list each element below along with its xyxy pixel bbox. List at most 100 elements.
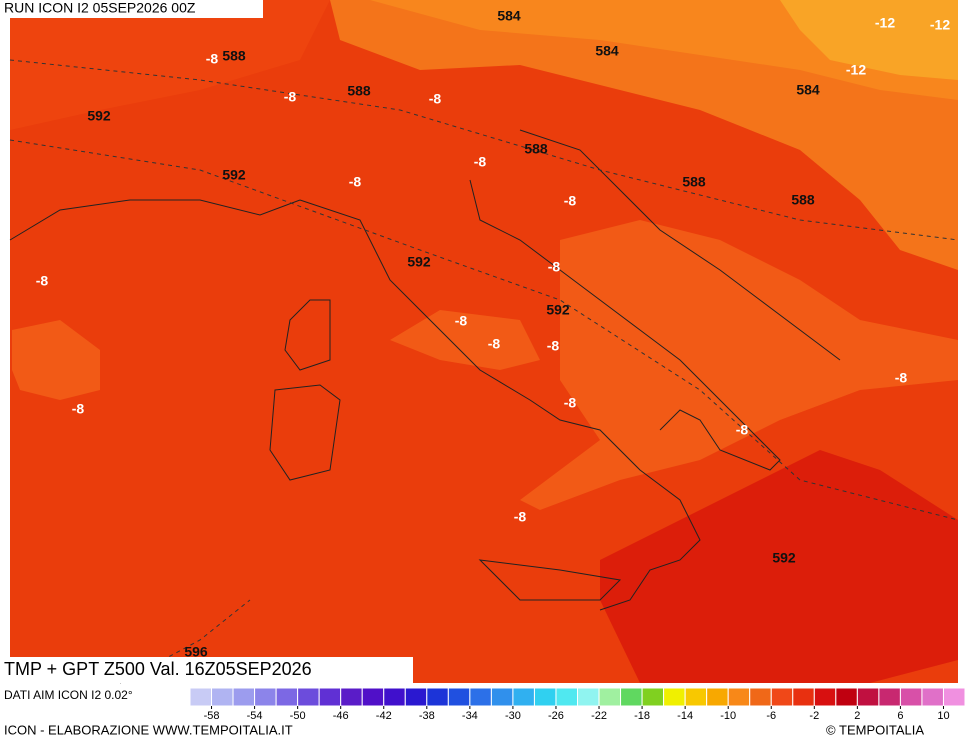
colorbar-swatch bbox=[706, 687, 729, 707]
contour-label: 588 bbox=[222, 48, 246, 64]
contour-label: 588 bbox=[347, 83, 371, 99]
contour-label: 596 bbox=[184, 644, 208, 660]
contour-label: -8 bbox=[895, 370, 908, 386]
colorbar-swatch bbox=[383, 687, 406, 707]
coastlines bbox=[9, 129, 841, 611]
zone bbox=[390, 310, 540, 370]
colorbar-tick-label: -38 bbox=[419, 710, 435, 722]
colorbar-tick-label: -50 bbox=[290, 710, 306, 722]
colorbar-tick-label: -46 bbox=[333, 710, 349, 722]
contour-label: -8 bbox=[564, 395, 577, 411]
colorbar-swatch bbox=[211, 687, 234, 707]
colorbar-swatch bbox=[318, 687, 342, 707]
colorbar-swatch bbox=[512, 687, 535, 707]
run-label: RUN ICON I2 05SEP2026 00Z bbox=[4, 0, 196, 16]
colorbar-swatch bbox=[447, 687, 471, 707]
contour-label: 592 bbox=[222, 167, 246, 183]
colorbar-swatch bbox=[684, 687, 708, 707]
zone bbox=[780, 0, 958, 80]
zone bbox=[520, 220, 958, 510]
colorbar-swatch bbox=[426, 687, 449, 707]
colorbar-tick-label: -34 bbox=[462, 710, 478, 722]
colorbar-tick-label: 2 bbox=[854, 710, 860, 722]
colorbar-swatch bbox=[577, 687, 600, 707]
colorbar-swatch bbox=[641, 687, 665, 707]
contour-label: 584 bbox=[497, 8, 521, 24]
colorbar-swatch bbox=[598, 687, 622, 707]
contour-label: 588 bbox=[682, 174, 706, 190]
contour-label: -8 bbox=[72, 401, 85, 417]
colorbar-tick-label: -30 bbox=[505, 710, 521, 722]
run-box bbox=[0, 0, 263, 18]
contour-label: 588 bbox=[524, 141, 548, 157]
colorbar-swatch bbox=[727, 687, 751, 707]
colorbar-tick-label: -42 bbox=[376, 710, 392, 722]
contour-label: -8 bbox=[488, 336, 501, 352]
source-label: DATI AIM ICON I2 0.02° bbox=[4, 688, 133, 702]
contour-label: -8 bbox=[474, 154, 487, 170]
contour-label: -12 bbox=[930, 17, 950, 33]
colorbar-tick-label: 6 bbox=[897, 710, 903, 722]
brand-label: © TEMPOITALIA bbox=[826, 722, 924, 737]
colorbar-tick-label: -22 bbox=[591, 710, 607, 722]
zone bbox=[600, 450, 958, 683]
colorbar-swatch bbox=[555, 687, 579, 707]
colorbar-swatch bbox=[878, 687, 901, 707]
contour-label: -8 bbox=[284, 89, 297, 105]
isohypses bbox=[9, 59, 959, 684]
colorbar-swatch bbox=[275, 687, 299, 707]
colorbar-swatch bbox=[469, 687, 492, 707]
contour-label: -8 bbox=[514, 509, 527, 525]
colorbar-tick-label: -54 bbox=[247, 710, 263, 722]
colorbar-swatch bbox=[361, 687, 385, 707]
contour-label: -8 bbox=[547, 338, 560, 354]
credit-label: ICON - ELABORAZIONE WWW.TEMPOITALIA.IT bbox=[4, 722, 293, 737]
zone bbox=[10, 0, 330, 130]
contour-label: -8 bbox=[429, 91, 442, 107]
contour-label: -8 bbox=[36, 273, 49, 289]
colorbar-tick-label: -6 bbox=[766, 710, 776, 722]
contour-label: 584 bbox=[796, 82, 820, 98]
contour-label: 592 bbox=[87, 108, 111, 124]
colorbar-swatch bbox=[232, 687, 256, 707]
colorbar-tick-label: 10 bbox=[937, 710, 949, 722]
contour-label: 592 bbox=[772, 550, 796, 566]
colorbar-swatch bbox=[813, 687, 837, 707]
contour-label: -8 bbox=[548, 259, 561, 275]
colorbar-tick-label: -10 bbox=[720, 710, 736, 722]
colorbar-tick-label: -14 bbox=[677, 710, 693, 722]
colorbar-tick-label: -26 bbox=[548, 710, 564, 722]
colorbar-swatch bbox=[792, 687, 815, 707]
colorbar-swatch bbox=[533, 687, 557, 707]
colorbar-swatch bbox=[340, 687, 363, 707]
colorbar-swatch bbox=[297, 687, 320, 707]
colorbar-swatch bbox=[749, 687, 772, 707]
colorbar-swatch bbox=[189, 687, 213, 707]
colorbar-swatch bbox=[856, 687, 880, 707]
contour-label: 584 bbox=[595, 43, 619, 59]
zone bbox=[12, 320, 100, 400]
contour-label: 592 bbox=[407, 254, 431, 270]
title-box bbox=[0, 657, 413, 683]
colorbar-swatch bbox=[942, 687, 966, 707]
contour-label: -12 bbox=[846, 62, 866, 78]
colorbar-tick-label: -58 bbox=[204, 710, 220, 722]
colorbar-swatch bbox=[490, 687, 514, 707]
colorbar-swatch bbox=[835, 687, 858, 707]
colorbar-swatch bbox=[254, 687, 277, 707]
contour-label: -8 bbox=[206, 51, 219, 67]
contour-label: -8 bbox=[564, 193, 577, 209]
colorbar-swatch bbox=[663, 687, 686, 707]
colorbar-swatch bbox=[620, 687, 643, 707]
contour-label: 592 bbox=[546, 302, 570, 318]
colorbar-swatch bbox=[921, 687, 944, 707]
colorbar-tick-label: -18 bbox=[634, 710, 650, 722]
colorbar-swatch bbox=[404, 687, 428, 707]
contour-label: -8 bbox=[455, 313, 468, 329]
colorbar-swatch bbox=[899, 687, 923, 707]
contour-label: -8 bbox=[736, 422, 749, 438]
contour-label: 588 bbox=[791, 192, 815, 208]
colorbar-tick-label: -2 bbox=[809, 710, 819, 722]
contour-label: -8 bbox=[349, 174, 362, 190]
